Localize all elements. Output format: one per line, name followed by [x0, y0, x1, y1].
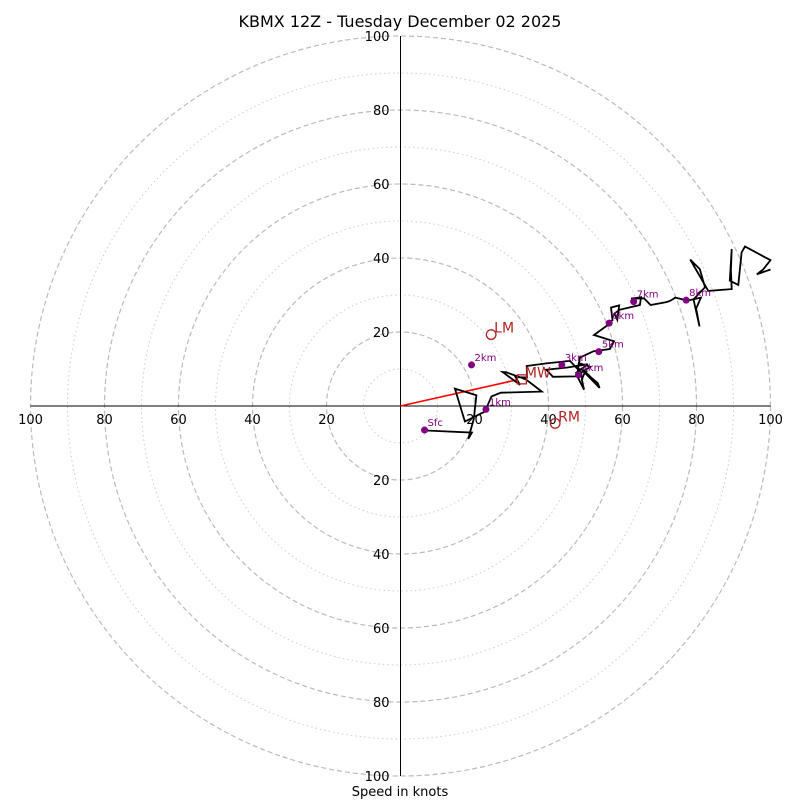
y-tick-label-up: 80: [373, 104, 390, 119]
height-marker: [630, 298, 638, 306]
height-marker: [574, 371, 582, 379]
y-tick-label-up: 60: [373, 178, 390, 193]
height-marker-label: 6km: [612, 311, 634, 322]
height-marker-label: 7km: [637, 290, 659, 301]
x-tick-label-right: 40: [540, 413, 557, 428]
storm-motion-label: MW: [525, 365, 551, 381]
height-marker-label: Sfc: [428, 418, 443, 429]
y-tick-label-down: 20: [373, 474, 390, 489]
x-tick-label-left: 20: [318, 413, 335, 428]
height-marker-label: 3km: [565, 353, 587, 364]
height-marker-label: 5km: [602, 340, 624, 351]
mean-wind-vector: [400, 378, 518, 407]
x-tick-label-left: 60: [170, 413, 187, 428]
y-tick-label-down: 60: [373, 622, 390, 637]
x-axis-label: Speed in knots: [352, 785, 449, 800]
height-marker: [682, 296, 690, 304]
storm-motion-marker: [516, 374, 528, 385]
height-marker: [595, 348, 603, 356]
storm-motion-label: RM: [558, 409, 580, 425]
height-marker-label: 4km: [581, 363, 603, 374]
tick-labels: 20 20 20 20 40 40 40 40 60 60 60 60 80 80 80 80 100 100 10…: [18, 30, 783, 785]
height-marker-label: 8km: [689, 288, 711, 299]
height-marker: [468, 361, 476, 369]
height-marker-label: 2km: [475, 353, 497, 364]
height-marker: [421, 426, 429, 434]
x-tick-label-left: 80: [96, 413, 113, 428]
x-tick-label-right: 80: [688, 413, 705, 428]
x-tick-label-right: 100: [758, 413, 783, 428]
storm-motion-label: LM: [494, 321, 514, 337]
x-tick-label-right: 60: [614, 413, 631, 428]
storm-motion-marker: [549, 417, 561, 429]
height-marker: [558, 361, 566, 369]
y-tick-label-down: 100: [365, 770, 390, 785]
y-tick-label-down: 80: [373, 696, 390, 711]
y-tick-label-up: 40: [373, 252, 390, 267]
y-tick-label-up: 20: [373, 326, 390, 341]
height-marker: [482, 405, 490, 413]
y-tick-label-up: 100: [365, 30, 390, 45]
hodograph-trace: [423, 245, 772, 440]
height-marker-label: 1km: [489, 397, 511, 408]
x-tick-label-right: 20: [466, 413, 483, 428]
chart-title: KBMX 12Z - Tuesday December 02 2025: [239, 12, 562, 31]
x-tick-label-left: 40: [244, 413, 261, 428]
y-tick-label-down: 40: [373, 548, 390, 563]
x-tick-label-left: 100: [18, 413, 43, 428]
storm-motion-marker: [485, 329, 497, 341]
height-marker: [605, 319, 613, 327]
